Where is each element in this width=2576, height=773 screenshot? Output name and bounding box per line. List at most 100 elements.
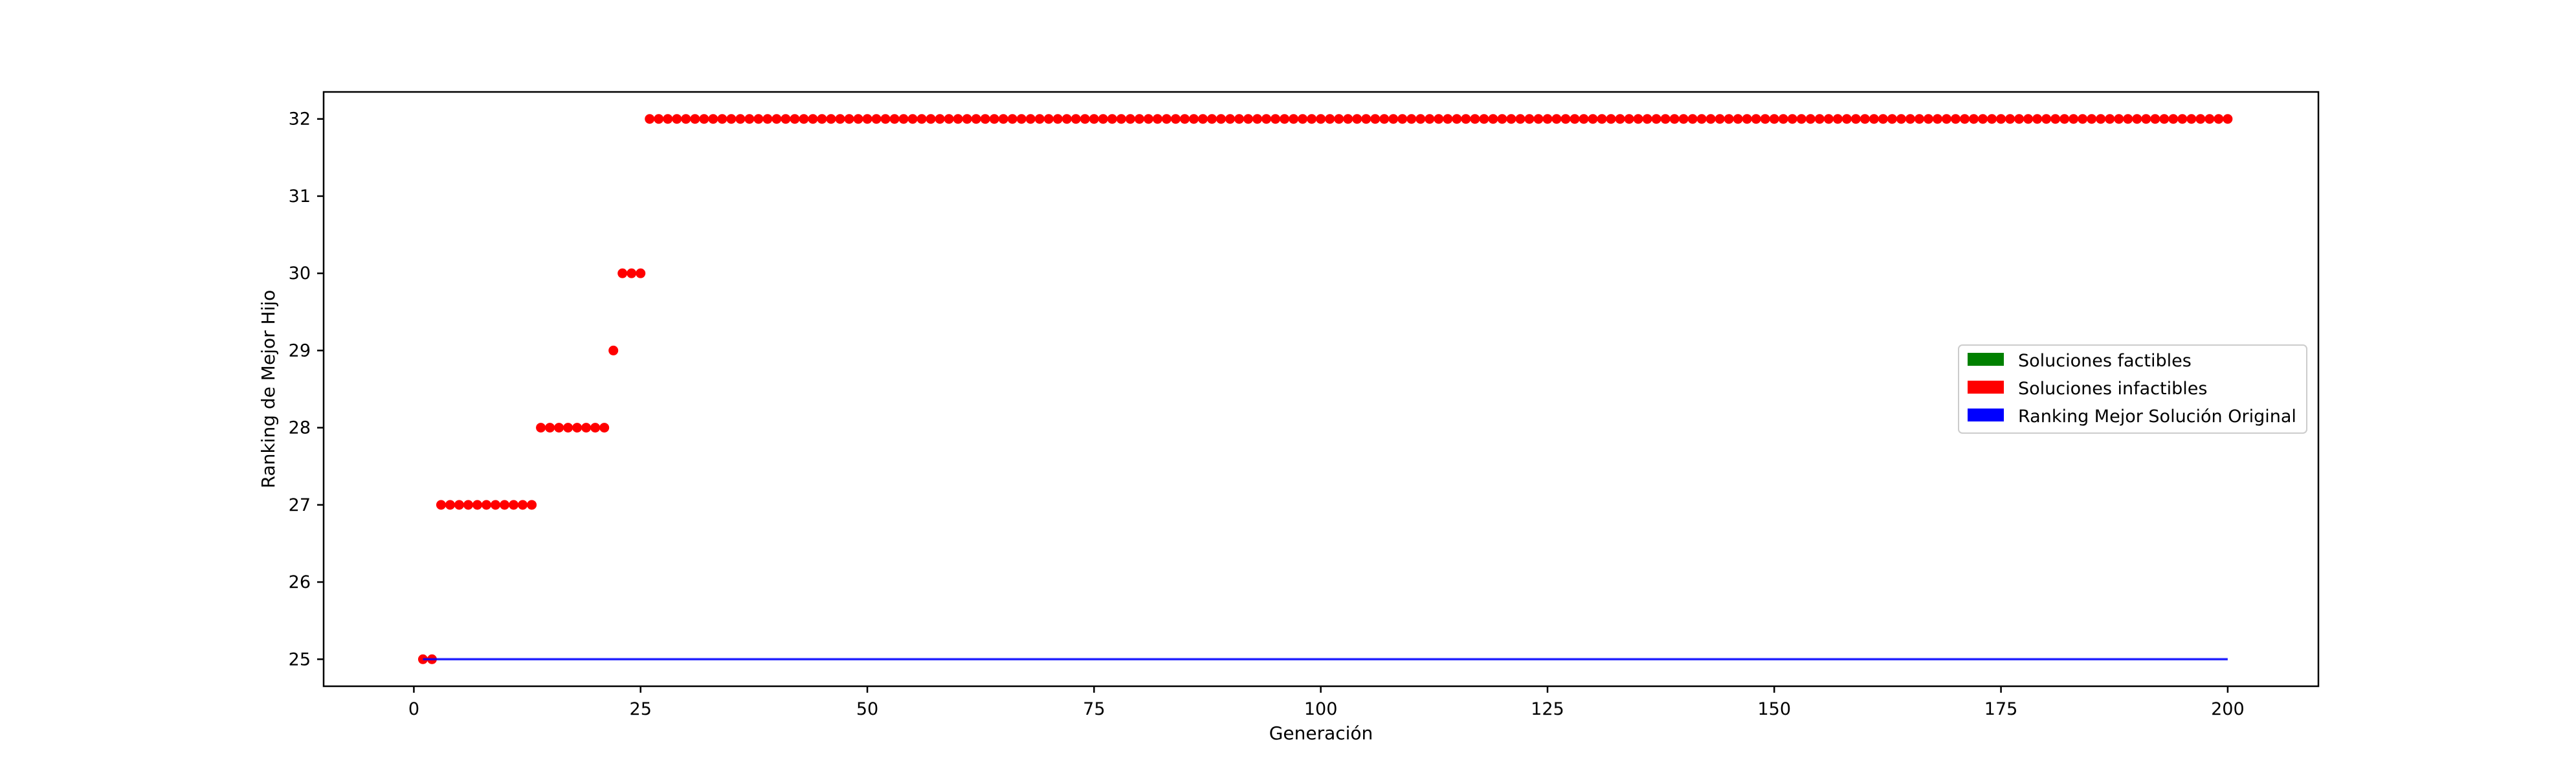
scatter-point [1116, 114, 1126, 124]
scatter-point [509, 500, 519, 510]
scatter-point [826, 114, 836, 124]
scatter-point [463, 500, 473, 510]
scatter-point [2177, 114, 2188, 124]
scatter-point [491, 500, 501, 510]
scatter-point [1225, 114, 1236, 124]
scatter-point [1207, 114, 1217, 124]
legend-label-infeasible: Soluciones infactibles [2018, 379, 2207, 399]
scatter-point [1497, 114, 1507, 124]
scatter-point [1216, 114, 1227, 124]
scatter-point [1778, 114, 1788, 124]
scatter-point [1289, 114, 1299, 124]
scatter-point [1733, 114, 1743, 124]
scatter-point [1234, 114, 1245, 124]
scatter-point [1678, 114, 1689, 124]
legend-label-original-best: Ranking Mejor Solución Original [2018, 407, 2296, 427]
scatter-point [1370, 114, 1381, 124]
scatter-point [1061, 114, 1072, 124]
scatter-point [2168, 114, 2179, 124]
y-axis-label: Ranking de Mejor Hijo [258, 290, 279, 489]
legend: Soluciones factibles Soluciones infactib… [1958, 344, 2307, 434]
scatter-point [1361, 114, 1371, 124]
scatter-point [1052, 114, 1063, 124]
scatter-point [1687, 114, 1698, 124]
scatter-point [1969, 114, 1979, 124]
scatter-point [1878, 114, 1888, 124]
y-tick-label: 29 [289, 341, 311, 361]
scatter-point [1533, 114, 1544, 124]
scatter-point [645, 114, 655, 124]
y-tick-label: 30 [289, 263, 311, 284]
y-axis-ticks: 25 26 27 28 29 30 31 32 [289, 109, 324, 669]
scatter-point [2041, 114, 2052, 124]
scatter-point [1769, 114, 1779, 124]
scatter-point [1978, 114, 1988, 124]
scatter-point [1905, 114, 1915, 124]
scatter-point [654, 114, 664, 124]
scatter-point [1660, 114, 1671, 124]
scatter-point [536, 423, 546, 433]
scatter-point [1416, 114, 1426, 124]
x-tick-label: 150 [1757, 699, 1791, 719]
scatter-point [817, 114, 827, 124]
scatter-point [844, 114, 854, 124]
scatter-point [735, 114, 746, 124]
scatter-point [889, 114, 900, 124]
scatter-point [799, 114, 809, 124]
scatter-point [1542, 114, 1553, 124]
scatter-point [1470, 114, 1480, 124]
scatter-point [581, 423, 592, 433]
scatter-point [1588, 114, 1598, 124]
scatter-point [663, 114, 673, 124]
scatter-point [1080, 114, 1090, 124]
scatter-point [1506, 114, 1516, 124]
scatter-point [1724, 114, 1734, 124]
scatter-point [1434, 114, 1444, 124]
scatter-point [1751, 114, 1761, 124]
scatter-point [1488, 114, 1498, 124]
scatter-point [2014, 114, 2025, 124]
scatter-point [1034, 114, 1045, 124]
scatter-point [2005, 114, 2015, 124]
scatter-point [599, 423, 610, 433]
scatter-point [699, 114, 709, 124]
scatter-point [681, 114, 691, 124]
scatter-point [472, 500, 483, 510]
scatter-point [617, 268, 628, 278]
scatter-point [563, 423, 573, 433]
scatter-points [417, 114, 2233, 664]
scatter-point [1515, 114, 1526, 124]
scatter-point [762, 114, 773, 124]
scatter-point [2078, 114, 2088, 124]
scatter-point [1188, 114, 1199, 124]
x-tick-label: 125 [1531, 699, 1564, 719]
scatter-point [1143, 114, 1153, 124]
x-axis-label: Generación [1269, 723, 1373, 744]
scatter-point [608, 345, 619, 355]
scatter-point [953, 114, 963, 124]
scatter-point [1524, 114, 1535, 124]
scatter-point [1841, 114, 1852, 124]
scatter-point [1651, 114, 1661, 124]
scatter-point [862, 114, 872, 124]
scatter-point [1551, 114, 1562, 124]
scatter-point [926, 114, 936, 124]
scatter-point [708, 114, 718, 124]
x-tick-label: 175 [1984, 699, 2018, 719]
scatter-point [500, 500, 510, 510]
scatter-point [1043, 114, 1054, 124]
scatter-point [1397, 114, 1408, 124]
scatter-point [1787, 114, 1797, 124]
scatter-point [2060, 114, 2070, 124]
scatter-point [1479, 114, 1489, 124]
scatter-point [1850, 114, 1861, 124]
scatter-point [2050, 114, 2061, 124]
scatter-point [1388, 114, 1399, 124]
scatter-point [1669, 114, 1680, 124]
scatter-point [726, 114, 737, 124]
scatter-point [1951, 114, 1961, 124]
scatter-point [1343, 114, 1353, 124]
scatter-point [1161, 114, 1171, 124]
scatter-point [808, 114, 818, 124]
